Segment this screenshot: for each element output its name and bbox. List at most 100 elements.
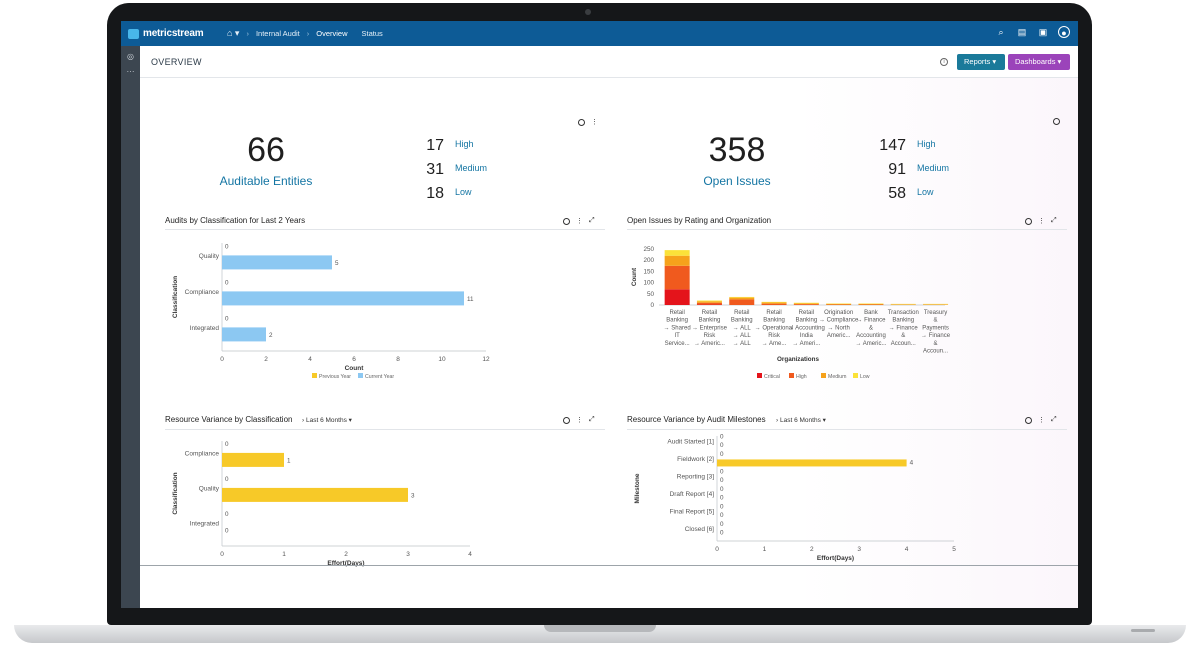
variance-panel-toolbar: ⋮ ⤢ — [563, 416, 595, 424]
info-icon[interactable]: i — [940, 58, 948, 66]
x-tick-label: 3 — [406, 551, 410, 558]
category-label: Retail Banking → Enterprise Risk → Americ... — [692, 310, 728, 347]
expand-icon[interactable]: ⤢ — [589, 217, 595, 224]
reports-button[interactable]: Reports ▾ — [957, 54, 1005, 70]
more-vertical-icon[interactable]: ⋮ — [576, 218, 583, 225]
bar — [222, 255, 332, 270]
y-axis-title: Classification — [172, 276, 179, 318]
open-issues-label[interactable]: Open Issues — [703, 174, 771, 188]
tab-overview[interactable]: Overview — [316, 29, 348, 38]
info-icon[interactable] — [578, 118, 585, 126]
dashboard-content: ⋮ 66 Auditable Entities 17 High 31 Mediu… — [140, 78, 1078, 608]
screen: metricstream ⌂ ▾ › Internal Audit › Over… — [121, 21, 1078, 608]
x-axis-title: Effort(Days) — [817, 555, 854, 562]
category-label: Reporting [3] — [677, 473, 714, 480]
legend-swatch — [312, 373, 317, 378]
resource-variance-milestones-chart: 0 1 2 3 4 5 Effort(Days) Milestone Audit Started… — [634, 433, 956, 562]
info-icon[interactable] — [1025, 217, 1032, 225]
more-vertical-icon[interactable]: ⋮ — [1038, 218, 1045, 225]
period-dropdown-label: Last 6 Months — [779, 417, 821, 424]
x-tick-label: 1 — [763, 546, 767, 553]
x-tick-label: 4 — [468, 551, 472, 558]
issues-high-label[interactable]: High — [917, 139, 936, 149]
legend-swatch — [757, 373, 762, 378]
stacked-bar-segment — [793, 304, 819, 305]
chat-icon[interactable]: ▣ — [1038, 27, 1048, 37]
globe-icon[interactable]: ◎ — [127, 52, 134, 61]
legend-label: Critical — [764, 374, 780, 380]
info-icon[interactable] — [1053, 118, 1060, 125]
category-label: Retail Banking → Shared IT Service... — [664, 310, 691, 347]
divider — [627, 429, 1067, 430]
entities-high-label[interactable]: High — [455, 139, 474, 149]
legend-label: High — [796, 374, 807, 380]
category-label: Retail Banking → Operational Risk → Ame... — [755, 310, 794, 347]
data-label: 0 — [720, 442, 724, 449]
left-rail: ◎ ··· — [121, 46, 140, 608]
dashboards-button[interactable]: Dashboards ▾ — [1008, 54, 1070, 70]
period-dropdown[interactable]: › Last 6 Months ▾ — [776, 417, 826, 424]
period-dropdown-label: Last 6 Months — [305, 417, 347, 424]
y-tick-label: 250 — [643, 246, 654, 253]
category-label: Transaction Banking → Finance & Accoun... — [888, 310, 919, 347]
y-axis-title: Milestone — [634, 473, 641, 503]
content-divider — [140, 565, 1078, 566]
data-label: 0 — [225, 243, 229, 250]
laptop-notch — [544, 625, 656, 632]
x-tick-label: 2 — [344, 551, 348, 558]
expand-icon[interactable]: ⤢ — [1051, 416, 1057, 423]
category-label: Origination → Compliance → North Americ... — [819, 310, 859, 339]
data-label: 0 — [720, 468, 724, 475]
category-label: Closed [6] — [685, 526, 714, 533]
entities-low-label[interactable]: Low — [455, 187, 472, 197]
legend-swatch — [358, 373, 363, 378]
auditable-entities-count: 66 — [247, 131, 285, 169]
kpi-entities-toolbar: ⋮ — [578, 118, 598, 126]
logo-text: metricstream — [143, 28, 204, 39]
app-logo[interactable]: metricstream — [128, 28, 214, 39]
info-icon[interactable] — [1025, 416, 1032, 424]
breadcrumb-internal-audit[interactable]: Internal Audit — [255, 29, 300, 38]
legend-swatch — [853, 373, 858, 378]
auditable-entities-label[interactable]: Auditable Entities — [219, 174, 313, 188]
data-label: 0 — [720, 529, 724, 536]
info-icon[interactable] — [563, 217, 570, 225]
more-vertical-icon[interactable]: ⋮ — [1038, 417, 1045, 424]
audits-by-classification-chart: 0 2 4 6 8 10 12 Count Classification Quality 0 5 Com… — [172, 243, 490, 380]
stacked-bar-segment — [664, 250, 690, 256]
laptop-base — [14, 625, 1186, 643]
issues-low-label[interactable]: Low — [917, 187, 934, 197]
category-label: Compliance — [185, 451, 220, 458]
category-label: Audit Started [1] — [667, 438, 714, 445]
data-label: 4 — [910, 459, 914, 466]
bar — [717, 459, 907, 467]
stacked-bar-segment — [729, 299, 755, 305]
tab-status[interactable]: Status — [361, 29, 383, 38]
info-icon[interactable] — [563, 416, 570, 424]
audits-panel-toolbar: ⋮ ⤢ — [563, 217, 595, 225]
bar — [222, 291, 464, 306]
period-dropdown[interactable]: › Last 6 Months ▾ — [302, 417, 352, 424]
entities-medium-label[interactable]: Medium — [455, 163, 488, 173]
data-label: 0 — [225, 528, 229, 535]
milestones-panel-title: Resource Variance by Audit Milestones — [627, 415, 766, 424]
category-label: Treasury & Payments → Finance & Accoun... — [921, 310, 951, 355]
user-avatar-icon[interactable]: ● — [1058, 26, 1070, 38]
more-vertical-icon[interactable]: ⋮ — [591, 119, 598, 126]
x-tick-label: 0 — [220, 551, 224, 558]
audits-panel-title: Audits by Classification for Last 2 Year… — [165, 216, 306, 225]
search-icon[interactable]: ⌕ — [998, 27, 1004, 37]
issues-medium-label[interactable]: Medium — [917, 163, 950, 173]
data-label: 0 — [720, 477, 724, 484]
x-tick-label: 2 — [810, 546, 814, 553]
calendar-icon[interactable]: ▤ — [1017, 27, 1027, 37]
home-icon[interactable]: ⌂ ▾ — [227, 28, 240, 38]
expand-icon[interactable]: ⤢ — [589, 416, 595, 423]
data-label: 0 — [225, 511, 229, 518]
bar — [222, 487, 408, 502]
issues-panel-toolbar: ⋮ ⤢ — [1025, 217, 1057, 225]
more-icon[interactable]: ··· — [126, 67, 135, 76]
expand-icon[interactable]: ⤢ — [1051, 217, 1057, 224]
stacked-bar-segment — [664, 265, 690, 290]
more-vertical-icon[interactable]: ⋮ — [576, 417, 583, 424]
